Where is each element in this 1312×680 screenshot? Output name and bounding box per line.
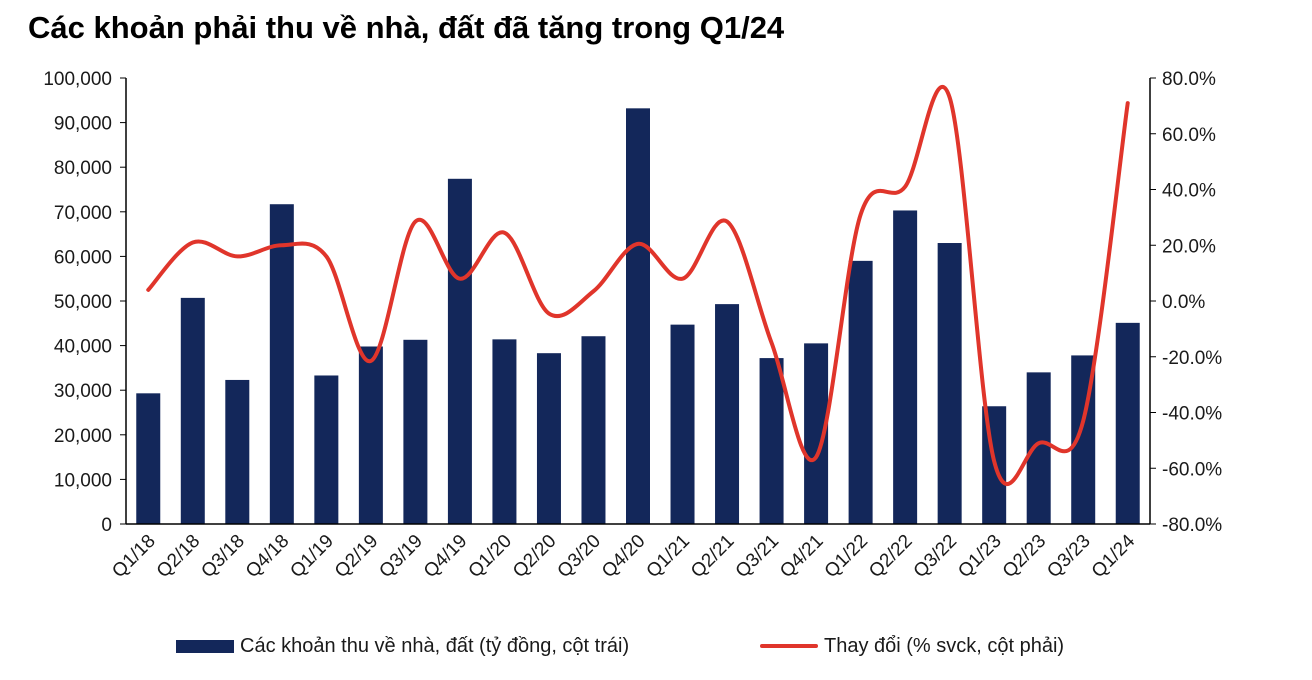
bar <box>180 297 205 524</box>
x-tick-label: Q2/21 <box>687 531 738 582</box>
bar <box>893 210 918 524</box>
left-tick-label: 70,000 <box>54 203 112 224</box>
x-tick-label: Q2/22 <box>865 531 916 582</box>
axes <box>125 78 1151 525</box>
x-tick-label: Q4/21 <box>776 531 827 582</box>
legend-item-bars: Các khoản thu về nhà, đất (tỷ đồng, cột … <box>176 632 629 660</box>
x-tick-label: Q1/24 <box>1088 530 1140 582</box>
left-tick-label: 50,000 <box>54 292 112 313</box>
left-tick-label: 30,000 <box>54 381 112 402</box>
right-tick-label: 0.0% <box>1162 292 1205 313</box>
legend-bar-swatch <box>176 639 234 653</box>
bar <box>848 260 873 524</box>
right-tick-label: 60.0% <box>1162 125 1216 146</box>
bar <box>269 204 294 524</box>
x-tick-label: Q4/18 <box>242 531 293 582</box>
bar <box>670 324 695 524</box>
x-tick-label: Q3/23 <box>1043 531 1094 582</box>
legend-line-swatch <box>760 644 818 648</box>
right-tick-label: -80.0% <box>1162 515 1222 536</box>
x-tick-label: Q3/18 <box>197 531 248 582</box>
left-tick-label: 60,000 <box>54 247 112 268</box>
x-tick-label: Q2/19 <box>331 531 382 582</box>
x-tick-label: Q3/19 <box>375 531 426 582</box>
x-tick-label: Q1/21 <box>643 531 694 582</box>
legend-line-label: Thay đổi (% svck, cột phải) <box>824 634 1065 657</box>
left-tick-label: 90,000 <box>54 114 112 135</box>
x-tick-label: Q4/19 <box>420 531 471 582</box>
right-axis-ticks: -80.0% -60.0% -40.0% -20.0% 0.0% 20.0% 40.0% 60… <box>1150 69 1222 536</box>
x-tick-label: Q2/23 <box>999 531 1050 582</box>
right-tick-label: 80.0% <box>1162 69 1216 90</box>
change-line <box>146 85 1130 487</box>
right-tick-label: 40.0% <box>1162 181 1216 202</box>
bar <box>626 108 650 524</box>
x-tick-label: Q3/21 <box>732 531 783 582</box>
x-axis-ticks: Q1/18Q2/18Q3/18Q4/18Q1/19Q2/19Q3/19Q4/19… <box>108 530 1139 582</box>
bar <box>314 375 339 524</box>
chart-title: Các khoản phải thu về nhà, đất đã tăng t… <box>28 10 785 45</box>
left-tick-label: 20,000 <box>54 426 112 447</box>
left-tick-label: 100,000 <box>43 69 112 90</box>
bar-series <box>136 108 1140 524</box>
x-tick-label: Q3/20 <box>554 531 605 582</box>
bar <box>759 358 784 524</box>
x-tick-label: Q1/18 <box>108 531 159 582</box>
left-axis-ticks: 0 10,000 20,000 30,000 40,000 50,000 60,000 70,… <box>43 69 126 536</box>
bar <box>1026 372 1051 524</box>
x-tick-label: Q1/22 <box>821 531 872 582</box>
combo-chart: 0 10,000 20,000 30,000 40,000 50,000 60,000 70,… <box>43 69 1222 582</box>
bar <box>1115 322 1140 524</box>
x-tick-label: Q4/20 <box>598 531 649 582</box>
x-tick-label: Q1/19 <box>286 531 337 582</box>
bar <box>136 393 161 524</box>
left-tick-label: 10,000 <box>54 470 112 491</box>
bar <box>581 336 606 524</box>
legend-item-line: Thay đổi (% svck, cột phải) <box>760 632 1064 660</box>
bar <box>536 353 561 524</box>
bar <box>358 346 383 524</box>
x-tick-label: Q2/20 <box>509 531 560 582</box>
legend-bar-label: Các khoản thu về nhà, đất (tỷ đồng, cột … <box>240 634 630 657</box>
x-tick-label: Q2/18 <box>153 531 204 582</box>
left-tick-label: 80,000 <box>54 158 112 179</box>
x-tick-label: Q3/22 <box>910 531 961 582</box>
right-tick-label: -20.0% <box>1162 348 1222 369</box>
left-tick-label: 40,000 <box>54 337 112 358</box>
bar <box>937 243 962 524</box>
bar <box>225 379 250 524</box>
bar <box>447 178 472 524</box>
right-tick-label: -60.0% <box>1162 459 1222 480</box>
left-tick-label: 0 <box>101 515 112 536</box>
bar <box>492 339 517 524</box>
bar <box>715 304 740 524</box>
bar <box>403 339 428 524</box>
right-tick-label: -40.0% <box>1162 404 1222 425</box>
right-tick-label: 20.0% <box>1162 236 1216 257</box>
x-tick-label: Q1/20 <box>465 531 516 582</box>
line-series <box>146 85 1130 487</box>
x-tick-label: Q1/23 <box>954 531 1005 582</box>
